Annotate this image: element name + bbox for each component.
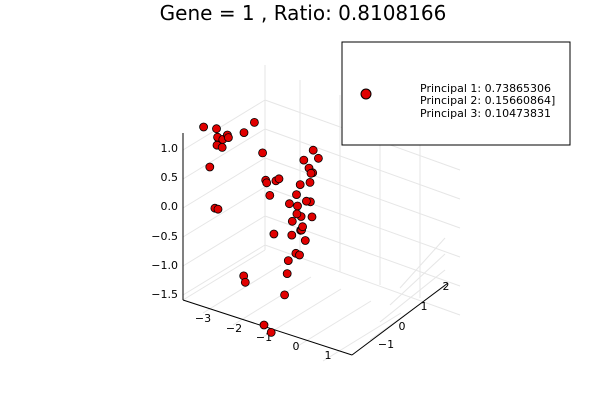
data-point bbox=[292, 190, 301, 200]
x-tick-label: 0 bbox=[293, 340, 300, 353]
legend-entry-3: Principal 3: 0.10473831 bbox=[420, 107, 551, 120]
y-tick-label: 2 bbox=[443, 280, 450, 293]
data-point bbox=[295, 250, 304, 260]
y-tick-label: −1 bbox=[378, 338, 394, 351]
data-point bbox=[280, 290, 290, 300]
data-point bbox=[269, 229, 279, 239]
legend: Principal 1: 0.73865306 Principal 2: 0.1… bbox=[341, 41, 571, 146]
data-point bbox=[287, 230, 297, 240]
z-tick-label: −1.0 bbox=[151, 259, 178, 272]
data-point bbox=[300, 236, 310, 245]
z-tick-label: 0.5 bbox=[161, 171, 179, 184]
z-tick-label: 0.0 bbox=[161, 200, 179, 213]
data-point bbox=[283, 256, 293, 266]
x-tick-label: 1 bbox=[325, 349, 332, 362]
data-point bbox=[307, 212, 317, 222]
data-point bbox=[313, 153, 323, 163]
axes bbox=[182, 133, 449, 356]
x-tick-label: −2 bbox=[226, 322, 242, 335]
data-point bbox=[240, 277, 250, 287]
x-tick-labels: −3 −2 −1 0 1 bbox=[195, 312, 332, 362]
data-point bbox=[305, 177, 315, 187]
data-point bbox=[299, 155, 309, 165]
z-tick-label: −1.5 bbox=[151, 288, 178, 301]
chart-title: Gene = 1 , Ratio: 0.8108166 bbox=[160, 1, 447, 25]
y-tick-labels: −1 0 1 2 bbox=[378, 280, 450, 351]
data-point bbox=[298, 222, 308, 232]
z-tick-labels: 1.0 0.5 0.0 −0.5 −1.0 −1.5 bbox=[151, 142, 178, 301]
legend-entry-2: Principal 2: 0.15660864] bbox=[420, 94, 555, 107]
legend-box bbox=[341, 41, 571, 146]
z-tick-label: −0.5 bbox=[151, 230, 178, 243]
legend-entry-1: Principal 1: 0.73865306 bbox=[420, 82, 551, 95]
data-point bbox=[258, 148, 268, 158]
data-point bbox=[287, 216, 297, 226]
data-point bbox=[212, 124, 221, 134]
data-point bbox=[274, 174, 284, 184]
legend-marker bbox=[360, 88, 372, 100]
data-point bbox=[213, 204, 223, 214]
data-points bbox=[199, 118, 323, 337]
data-point bbox=[295, 180, 305, 190]
data-point bbox=[282, 269, 292, 279]
data-point bbox=[284, 199, 294, 209]
data-point bbox=[292, 209, 302, 219]
y-axis-line bbox=[351, 282, 449, 356]
data-point bbox=[259, 320, 269, 330]
data-point bbox=[266, 327, 276, 337]
y-tick-label: 0 bbox=[399, 320, 406, 333]
y-tick-label: 1 bbox=[421, 300, 428, 313]
data-point bbox=[265, 190, 275, 200]
data-point bbox=[293, 201, 302, 211]
data-point bbox=[301, 196, 311, 206]
data-point bbox=[306, 168, 316, 178]
x-tick-label: −3 bbox=[195, 312, 211, 325]
data-point bbox=[199, 122, 209, 132]
data-point bbox=[217, 142, 227, 152]
data-point bbox=[239, 128, 249, 138]
data-point bbox=[262, 178, 272, 188]
data-point bbox=[249, 118, 259, 127]
data-point bbox=[205, 162, 215, 172]
z-tick-label: 1.0 bbox=[161, 142, 179, 155]
data-point bbox=[308, 145, 318, 155]
data-point bbox=[223, 133, 233, 143]
